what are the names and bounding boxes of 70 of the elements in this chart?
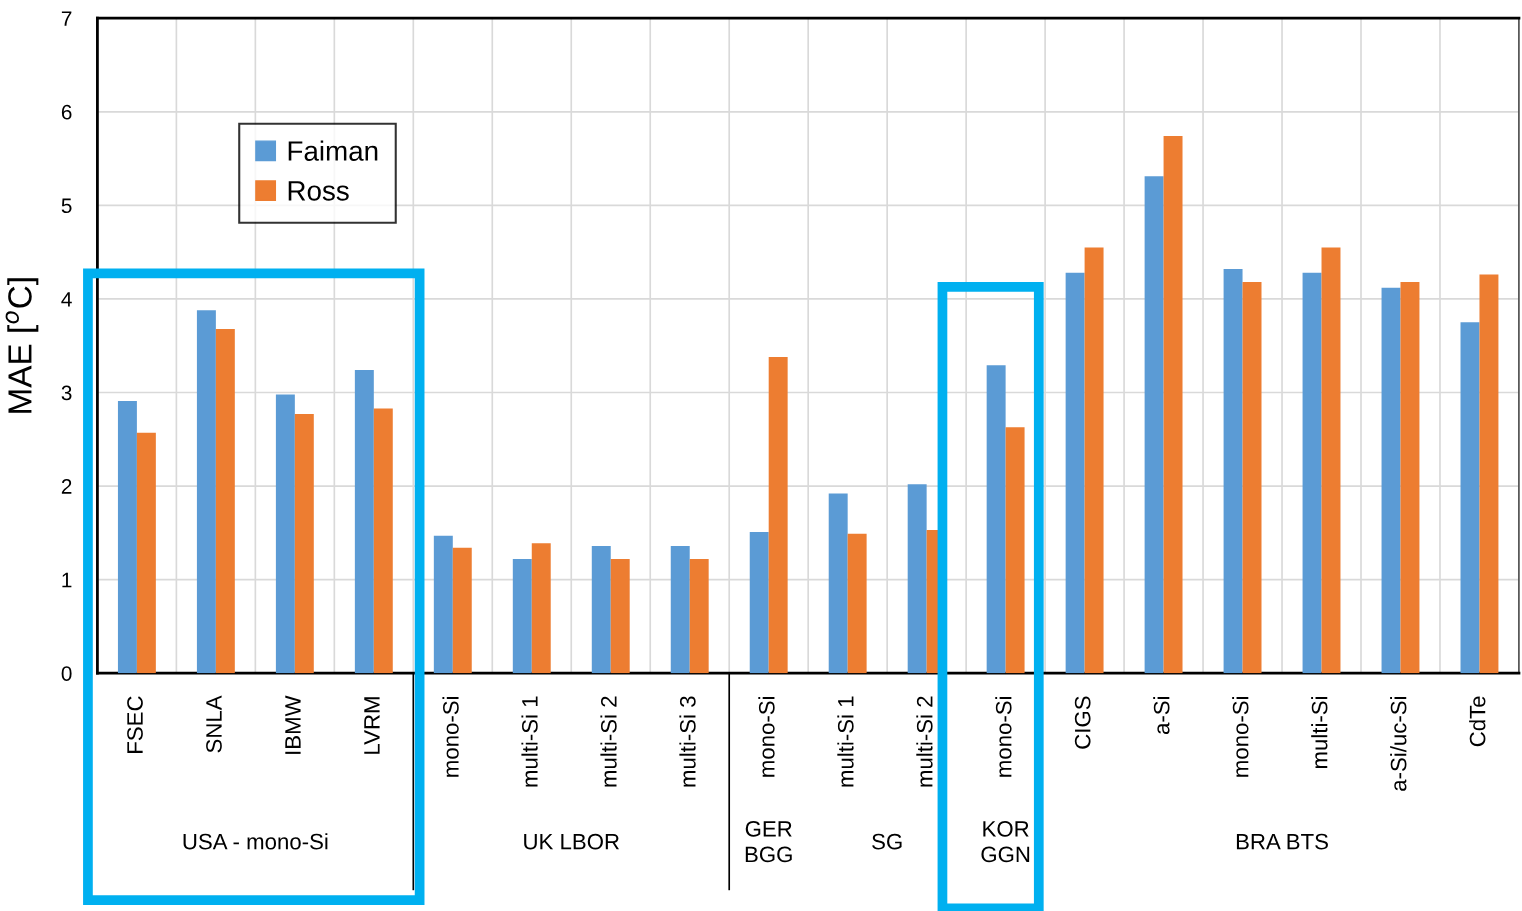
- x-tick-label: CIGS: [1074, 696, 1091, 749]
- x-tick-label: mono-Si: [758, 696, 775, 777]
- bar: [136, 432, 156, 674]
- x-tick-label: multi-Si 2: [916, 696, 933, 787]
- bar: [907, 484, 927, 674]
- y-tick-label: 6: [61, 104, 72, 120]
- bar: [1242, 282, 1262, 674]
- text: SG: [872, 833, 902, 850]
- bar: [1479, 274, 1499, 674]
- x-tick-label: FSEC: [127, 696, 143, 753]
- bar: [1321, 247, 1341, 674]
- x-tick-label: a-Si/uc-Si: [1390, 696, 1407, 791]
- x-tick-label: multi-Si 1: [521, 696, 538, 787]
- text: BRA BTS: [1236, 833, 1328, 850]
- bar: [373, 408, 393, 674]
- x-tick-label: mono-Si: [442, 696, 459, 777]
- y-tick-label: 7: [61, 11, 72, 26]
- bar: [847, 533, 867, 674]
- bar: [354, 370, 374, 674]
- bar: [610, 559, 630, 674]
- x-tick-label: LVRM: [364, 697, 380, 754]
- x-tick-label: SNLA: [206, 695, 222, 753]
- bar: [591, 545, 611, 674]
- text: USA - mono-Si: [183, 833, 328, 850]
- x-tick-label: multi-Si 2: [600, 696, 617, 787]
- bar: [215, 328, 235, 674]
- bar: [452, 547, 472, 674]
- x-tick-label: CdTe: [1469, 696, 1486, 747]
- bar: [196, 310, 216, 674]
- bar: [670, 545, 690, 674]
- text: GER BGG: [745, 820, 792, 863]
- bar: [1223, 268, 1243, 674]
- bar: [1460, 322, 1480, 674]
- bar: [294, 414, 314, 674]
- bar: [275, 394, 295, 674]
- legend-label: Ross: [288, 181, 349, 201]
- bar: [512, 559, 532, 674]
- y-tick-label: 1: [62, 572, 72, 588]
- x-tick-label: multi-Si 3: [679, 696, 696, 787]
- bar: [828, 493, 848, 674]
- bar: [1400, 282, 1420, 674]
- text: UK LBOR: [524, 833, 620, 850]
- bar: [433, 535, 453, 674]
- bar: [1084, 247, 1104, 674]
- legend-label: Faiman: [288, 140, 378, 161]
- bar: [1381, 287, 1401, 674]
- y-tick-label: 0: [61, 666, 72, 681]
- bar: [768, 356, 788, 674]
- y-tick-label: 2: [61, 479, 72, 494]
- bar: [1144, 176, 1164, 674]
- x-tick-label: mono-Si: [1232, 696, 1249, 777]
- bar: [1302, 272, 1322, 674]
- x-tick-label: multi-Si 1: [837, 696, 854, 787]
- bar: [1163, 136, 1183, 674]
- bar: [1065, 272, 1085, 674]
- bar: [986, 365, 1006, 674]
- bar: [117, 400, 137, 674]
- x-tick-label: mono-Si: [995, 696, 1012, 777]
- x-tick-label: multi-Si: [1311, 696, 1328, 769]
- y-tick-label: 5: [61, 198, 72, 214]
- x-tick-label: a-Si: [1153, 696, 1170, 735]
- y-axis-title: MAE [$^{o}$C]: [5, 278, 39, 413]
- bar: [531, 543, 551, 674]
- y-tick-label: 4: [61, 292, 72, 307]
- y-tick-label: 3: [61, 385, 72, 401]
- bar: [749, 531, 769, 674]
- bar: [1005, 427, 1025, 674]
- text: KOR GGN: [981, 820, 1030, 863]
- bar: [689, 559, 709, 674]
- x-tick-label: IBMW: [285, 695, 301, 754]
